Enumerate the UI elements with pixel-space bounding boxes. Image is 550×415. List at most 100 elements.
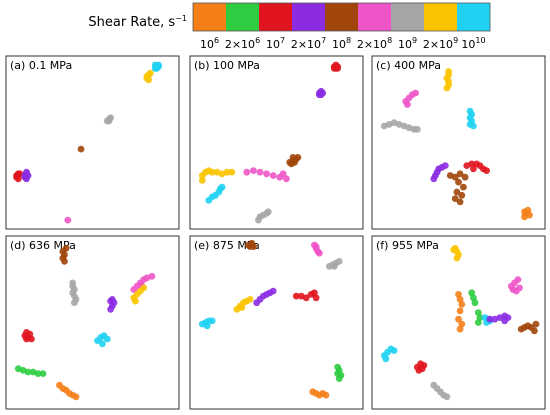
data-point (208, 168, 216, 176)
data-point (521, 208, 528, 216)
panel-label: (e) 875 MPa (194, 239, 260, 252)
data-point (99, 340, 106, 348)
legend-tick-label: 108 (332, 36, 351, 51)
data-point (312, 243, 320, 251)
data-point (514, 276, 522, 283)
data-point (269, 172, 277, 179)
data-point (64, 216, 72, 224)
data-point (223, 168, 231, 176)
data-point (71, 299, 78, 307)
data-point (148, 272, 156, 280)
legend-swatch (226, 3, 259, 31)
panel-frame (5, 235, 180, 410)
data-point (103, 335, 111, 343)
data-point (39, 370, 47, 377)
data-point (250, 167, 257, 175)
legend-swatches (192, 2, 491, 32)
panel: (e) 875 MPa (189, 235, 364, 410)
data-point (256, 168, 264, 176)
panels: (a) 0.1 MPa (b) 100 MPa (c) 400 MPa (d) 636… (5, 55, 546, 410)
data-point (509, 286, 517, 293)
panel-label: (b) 100 MPa (194, 59, 260, 72)
data-point (140, 284, 148, 292)
data-point (443, 84, 451, 92)
data-point (294, 154, 302, 161)
data-point (461, 173, 469, 181)
data-point (456, 325, 464, 333)
data-point (458, 301, 466, 308)
legend-swatch (358, 3, 391, 31)
data-point (61, 258, 68, 265)
data-point (198, 177, 206, 184)
data-point (312, 294, 320, 302)
data-point (279, 170, 287, 178)
data-point (532, 320, 540, 328)
data-point (228, 168, 236, 176)
data-point (474, 319, 482, 326)
data-point (390, 347, 398, 354)
data-point (283, 175, 290, 183)
legend-swatch (457, 3, 490, 31)
data-point (450, 246, 457, 254)
data-point (317, 91, 325, 99)
data-point (292, 292, 300, 300)
data-point (382, 355, 390, 363)
data-point (451, 195, 459, 203)
legend-swatch (325, 3, 358, 31)
panel-frame (189, 55, 364, 230)
data-point (77, 145, 85, 153)
legend-colorbar-frame (192, 2, 491, 32)
panel-frame (189, 235, 364, 410)
data-point (62, 244, 70, 252)
legend-tick-label: 1010 (461, 36, 485, 51)
data-point (69, 279, 77, 287)
legend-tick-label: 109 (398, 36, 417, 51)
data-point (455, 315, 462, 323)
panel-label: (a) 0.1 MPa (10, 59, 72, 72)
data-point (269, 287, 277, 295)
data-point (289, 154, 297, 161)
data-point (334, 363, 341, 371)
data-point (208, 317, 216, 325)
legend-tick-label: 2×108 (357, 36, 392, 51)
data-point (418, 365, 426, 373)
data-point (28, 335, 35, 343)
data-point (455, 178, 462, 186)
data-point (263, 170, 270, 178)
data-point (107, 305, 114, 313)
legend-swatch (259, 3, 292, 31)
data-point (322, 391, 330, 399)
data-point (526, 211, 533, 219)
data-point (23, 335, 30, 343)
data-point (441, 162, 449, 170)
data-point (470, 122, 477, 130)
data-point (302, 294, 310, 302)
legend-swatch (193, 3, 226, 31)
data-point (456, 307, 464, 315)
legend-title: Shear Rate, s−1 (88, 14, 187, 30)
data-point (24, 368, 32, 376)
data-point (218, 183, 226, 191)
data-point (143, 73, 151, 80)
data-point (335, 375, 343, 382)
legend-tick-label: 2×109 (423, 36, 458, 51)
data-point (132, 297, 139, 305)
panel: (a) 0.1 MPa (5, 55, 180, 230)
data-point (246, 296, 254, 303)
data-point (456, 170, 464, 178)
data-point (13, 173, 20, 181)
legend-swatch (391, 3, 424, 31)
data-point (412, 89, 419, 97)
panel-frame (371, 235, 546, 410)
data-point (34, 370, 42, 377)
legend-swatch (292, 3, 325, 31)
data-point (456, 198, 464, 206)
data-point (330, 64, 338, 72)
legend-tick-labels: 106 2×106 107 2×107 108 2×108 109 2×109 1010 (200, 36, 486, 51)
data-point (203, 322, 211, 330)
panel-frame (371, 55, 546, 230)
data-point (531, 327, 538, 335)
data-point (443, 393, 451, 401)
data-point (105, 117, 113, 125)
data-point (246, 243, 254, 251)
